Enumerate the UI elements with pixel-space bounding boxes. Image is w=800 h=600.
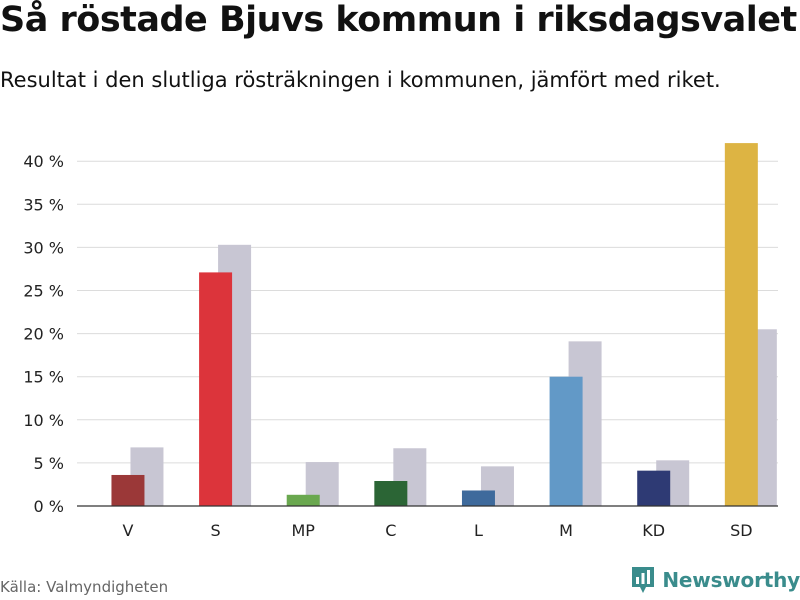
brand-logo: Newsworthy: [630, 565, 800, 595]
y-tick-label: 40 %: [23, 152, 64, 171]
bar-municipality-c: [374, 481, 408, 506]
x-category-label: MP: [291, 521, 315, 540]
bar-municipality-kd: [637, 470, 671, 506]
bar-municipality-m: [549, 376, 583, 506]
y-tick-label: 20 %: [23, 325, 64, 344]
bar-municipality-mp: [286, 494, 320, 506]
chart-title: Så röstade Bjuvs kommun i riksdagsvalet: [0, 0, 797, 40]
bars: [111, 143, 777, 506]
y-tick-label: 10 %: [23, 411, 64, 430]
y-tick-label: 35 %: [23, 195, 64, 214]
bar-municipality-sd: [724, 143, 758, 506]
grid-lines: [77, 160, 778, 464]
axes: 0 % 5 % 10 % 15 % 20 % 25 % 30 % 35 % 40 % V S MP C L…: [23, 152, 778, 540]
x-category-label: KD: [642, 521, 665, 540]
x-category-label: V: [122, 521, 133, 540]
y-tick-label: 5 %: [34, 454, 64, 473]
y-tick-label: 30 %: [23, 238, 64, 257]
x-category-label: S: [211, 521, 221, 540]
bar-chart-logo-icon: [632, 567, 655, 593]
y-tick-label: 15 %: [23, 368, 64, 387]
brand-name: Newsworthy: [662, 568, 800, 592]
chart-subtitle: Resultat i den slutliga rösträkningen i …: [0, 68, 721, 92]
bar-municipality-v: [111, 474, 145, 506]
bar-chart: 0 % 5 % 10 % 15 % 20 % 25 % 30 % 35 % 40 % V S MP C L…: [23, 143, 778, 540]
x-category-label: C: [385, 521, 396, 540]
x-category-label: SD: [730, 521, 752, 540]
bar-municipality-l: [461, 490, 495, 506]
bar-municipality-s: [199, 272, 233, 506]
x-category-label: M: [559, 521, 573, 540]
y-tick-label: 0 %: [34, 497, 64, 516]
source-note: Källa: Valmyndigheten: [0, 578, 169, 596]
y-tick-label: 25 %: [23, 282, 64, 301]
x-category-label: L: [474, 521, 483, 540]
